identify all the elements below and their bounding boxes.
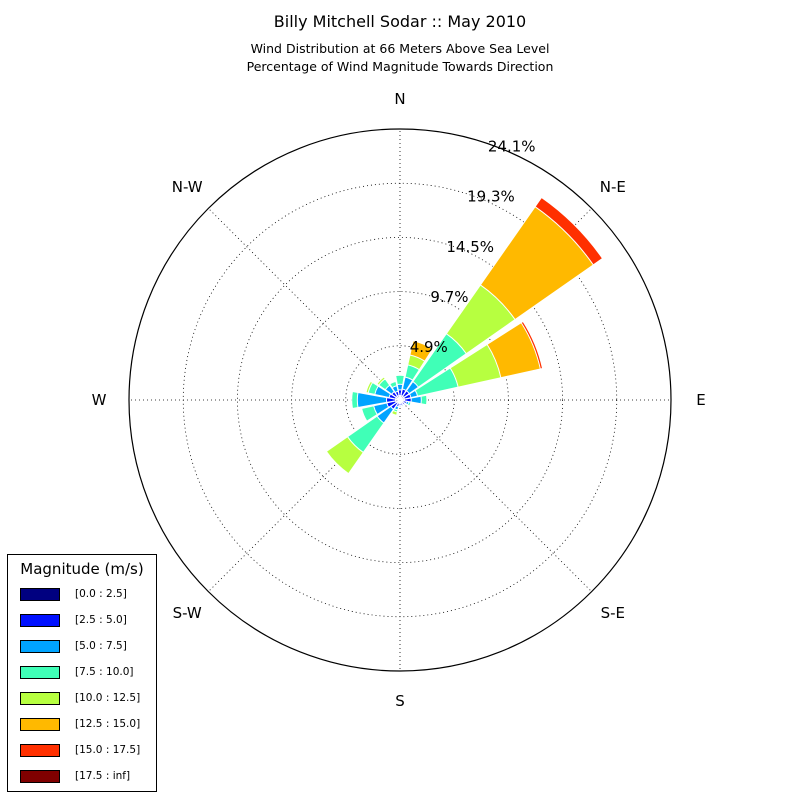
grid-circle [236,236,564,564]
radial-tick-label: 24.1% [488,138,536,156]
wedge-45-bin-3 [399,333,467,401]
radial-tick-label: 19.3% [467,188,515,206]
radial-tick-label: 9.7% [430,288,468,306]
legend-entry: [12.5 : 15.0] [20,717,140,731]
direction-label-n-e: N-E [600,178,626,196]
direction-label-n: N [394,90,405,108]
legend-label: [5.0 : 7.5] [75,640,127,652]
legend-entry: [15.0 : 17.5] [20,743,140,757]
direction-label-e: E [696,391,705,409]
direction-label-n-w: N-W [172,178,203,196]
outer-circle [128,128,672,672]
radial-tick-label: 4.9% [410,338,448,356]
legend-label: [10.0 : 12.5] [75,692,141,704]
grid-circle [291,291,509,509]
direction-label-s-w: S-W [173,604,202,622]
legend-title: Magnitude (m/s) [20,560,144,578]
direction-label-s: S [395,692,405,710]
legend-label: [7.5 : 10.0] [75,666,134,678]
legend-swatch [20,743,60,757]
legend-swatch [20,639,60,653]
legend-label: [17.5 : inf] [75,770,131,782]
legend-swatch [20,717,60,731]
legend-entry: [10.0 : 12.5] [20,691,140,705]
direction-label-w: W [92,391,107,409]
wedge-337.5-bin-0 [396,395,401,401]
legend-entry: [2.5 : 5.0] [20,613,127,627]
radial-tick-label: 14.5% [446,238,494,256]
legend: Magnitude (m/s) [0.0 : 2.5] [2.5 : 5.0] [5… [7,554,157,792]
legend-swatch [20,691,60,705]
grid-circle [345,345,455,455]
legend-label: [12.5 : 15.0] [75,718,141,730]
legend-label: [2.5 : 5.0] [75,614,127,626]
direction-label-s-e: S-E [601,604,625,622]
chart-subtitle-1: Wind Distribution at 66 Meters Above Sea… [250,41,550,56]
legend-label: [15.0 : 17.5] [75,744,141,756]
legend-swatch [20,613,60,627]
legend-swatch [20,587,60,601]
legend-swatch [20,665,60,679]
wedge-270-bin-1 [386,397,401,403]
legend-entry: [17.5 : inf] [20,769,130,783]
chart-subtitle-2: Percentage of Wind Magnitude Towards Dir… [246,59,554,74]
grid-spoke [399,399,592,592]
legend-entry: [5.0 : 7.5] [20,639,127,653]
wedge-270-bin-2 [356,391,401,409]
chart-title: Billy Mitchell Sodar :: May 2010 [273,12,527,31]
grid-circle [182,182,618,618]
grid-spoke [208,208,401,401]
legend-label: [0.0 : 2.5] [75,588,127,600]
legend-entry: [7.5 : 10.0] [20,665,133,679]
legend-entry: [0.0 : 2.5] [20,587,127,601]
legend-swatch [20,769,60,783]
